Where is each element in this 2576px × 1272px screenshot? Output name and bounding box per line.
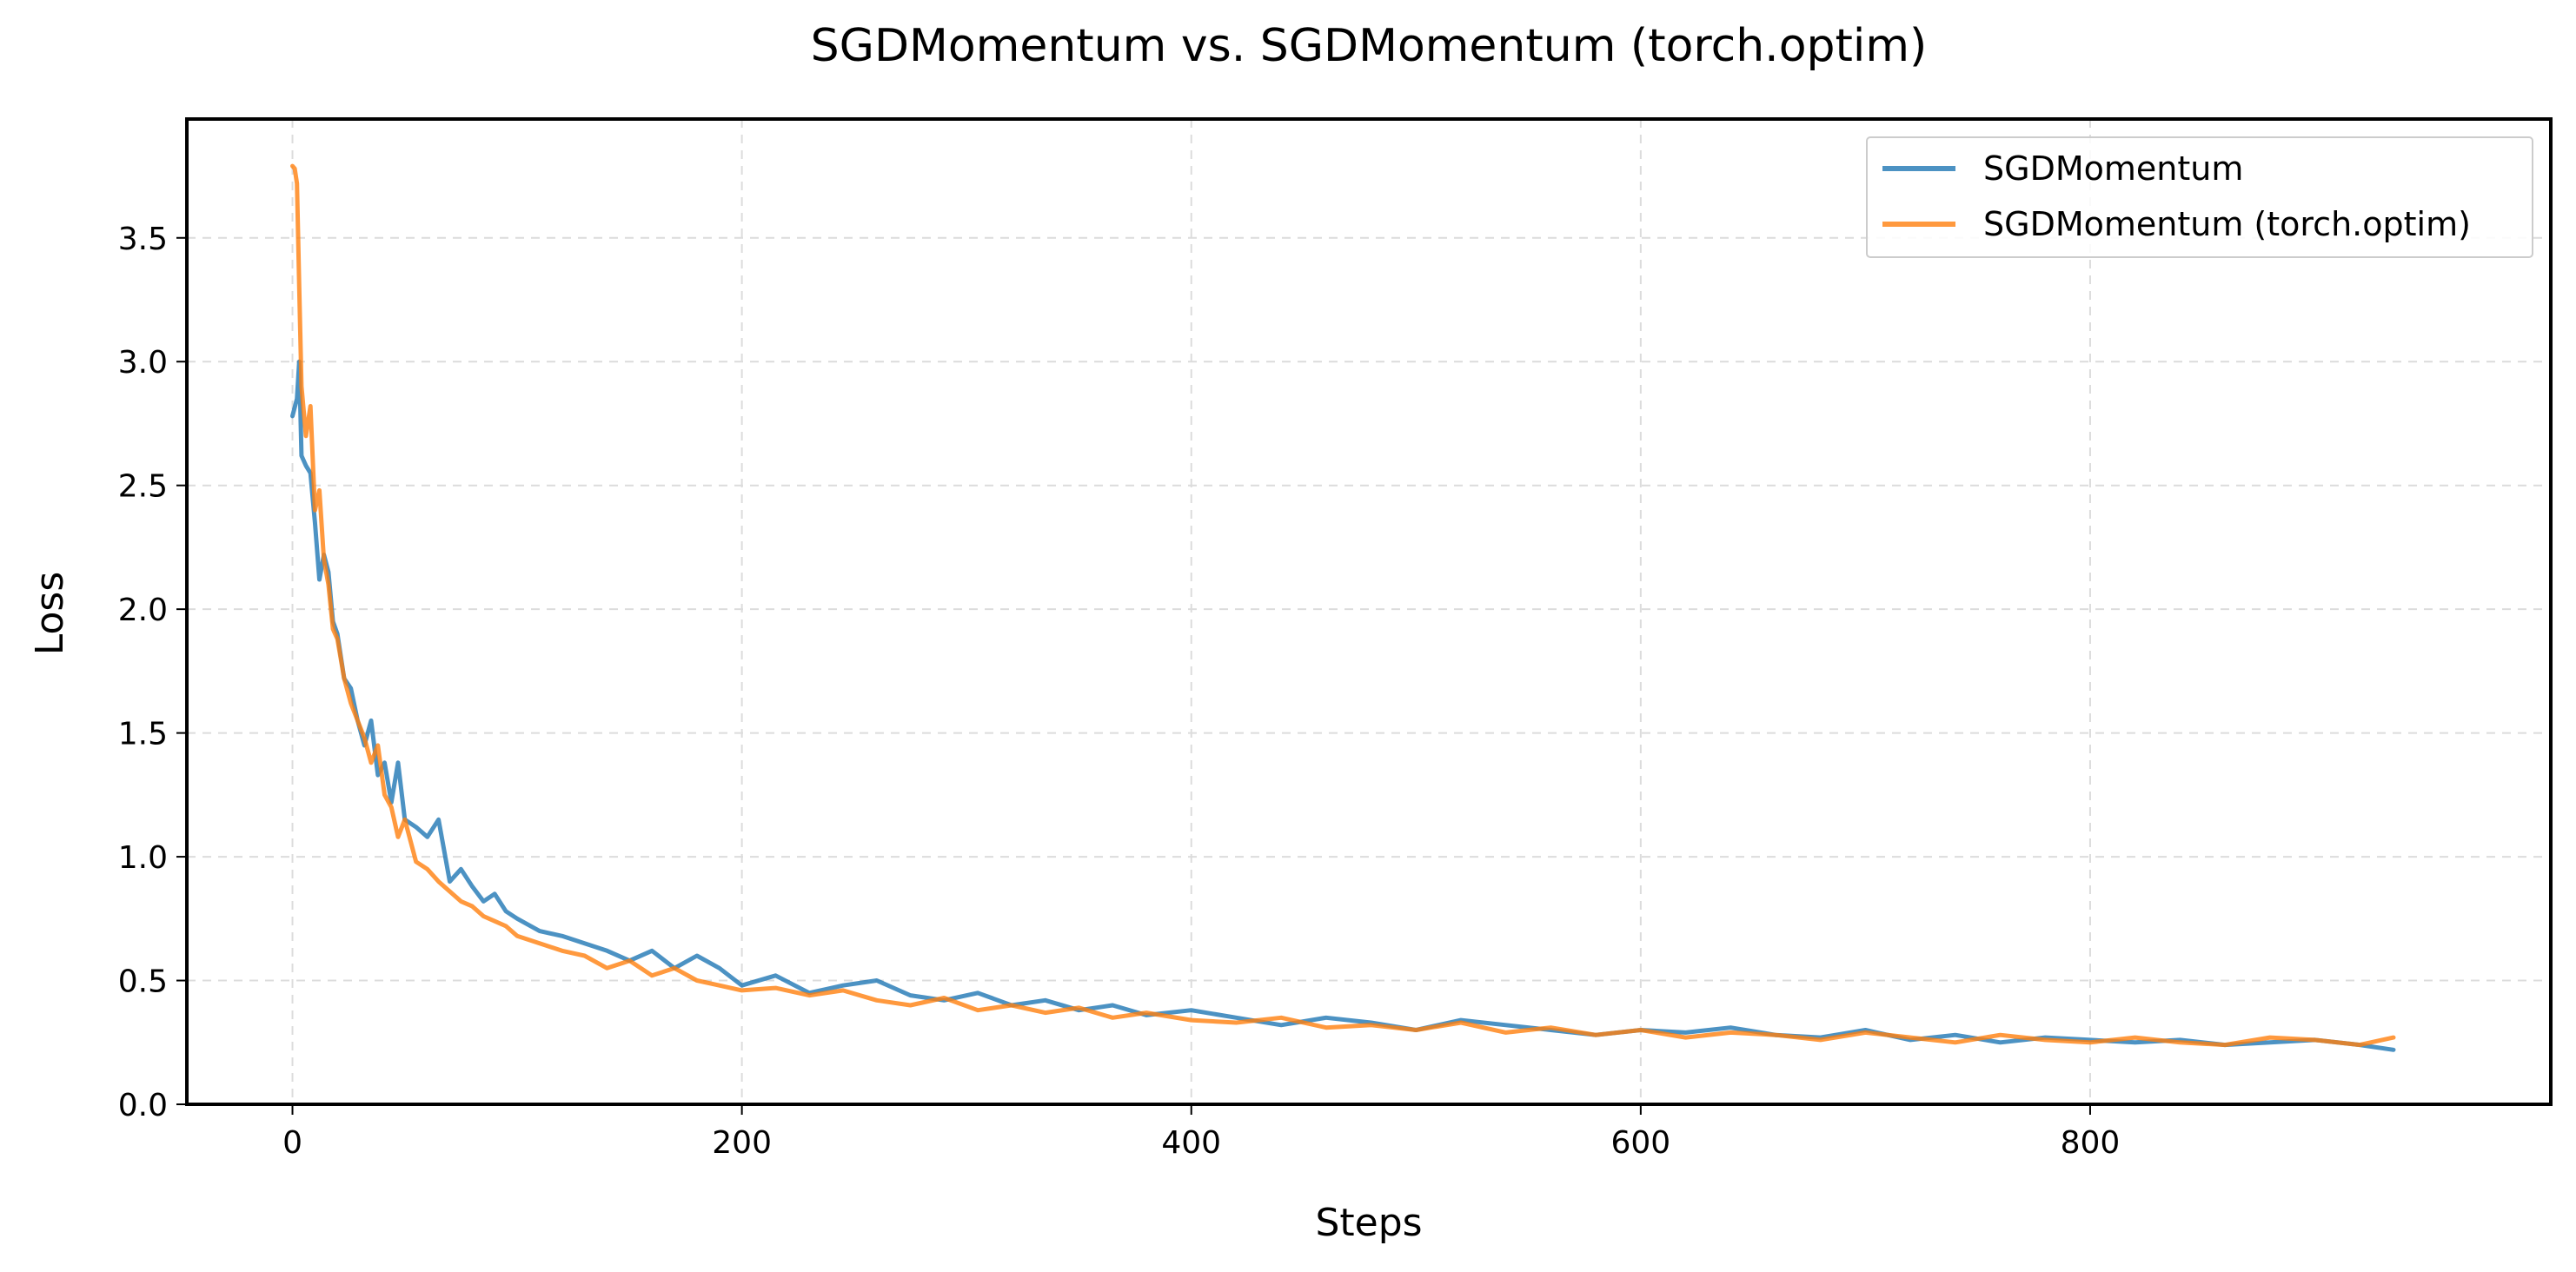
x-tick-label: 800 xyxy=(2061,1125,2121,1161)
chart-title: SGDMomentum vs. SGDMomentum (torch.optim… xyxy=(811,20,1928,72)
y-tick-label: 1.5 xyxy=(118,717,168,752)
x-tick-label: 0 xyxy=(282,1125,302,1161)
series-line-1 xyxy=(290,163,2396,1048)
series-lines xyxy=(290,163,2396,1052)
y-tick-label: 0.5 xyxy=(118,964,168,1000)
plot-frame xyxy=(185,117,2553,1106)
legend-label-1: SGDMomentum (torch.optim) xyxy=(1983,205,2471,243)
legend-label-0: SGDMomentum xyxy=(1983,149,2243,188)
y-tick-label: 0.0 xyxy=(118,1088,168,1123)
x-tick-label: 200 xyxy=(712,1125,772,1161)
x-axis-label: Steps xyxy=(1315,1201,1422,1245)
y-tick-label: 2.5 xyxy=(118,469,168,505)
series-line-0 xyxy=(290,359,2396,1052)
axis-ticks: 0 200 400 600 800 0.0 0.5 1.0 1.5 2.0 2.5 3.0 3.5 xyxy=(118,222,2121,1161)
x-tick-label: 600 xyxy=(1610,1125,1670,1161)
y-tick-label: 2.0 xyxy=(118,593,168,628)
legend: SGDMomentum SGDMomentum (torch.optim) xyxy=(1866,136,2533,258)
y-tick-label: 1.0 xyxy=(118,840,168,876)
y-tick-label: 3.0 xyxy=(118,345,168,381)
legend-box xyxy=(1866,136,2533,258)
grid-lines xyxy=(187,119,2551,1104)
x-tick-label: 400 xyxy=(1161,1125,1221,1161)
y-tick-label: 3.5 xyxy=(118,222,168,257)
y-axis-label: Loss xyxy=(28,572,72,656)
